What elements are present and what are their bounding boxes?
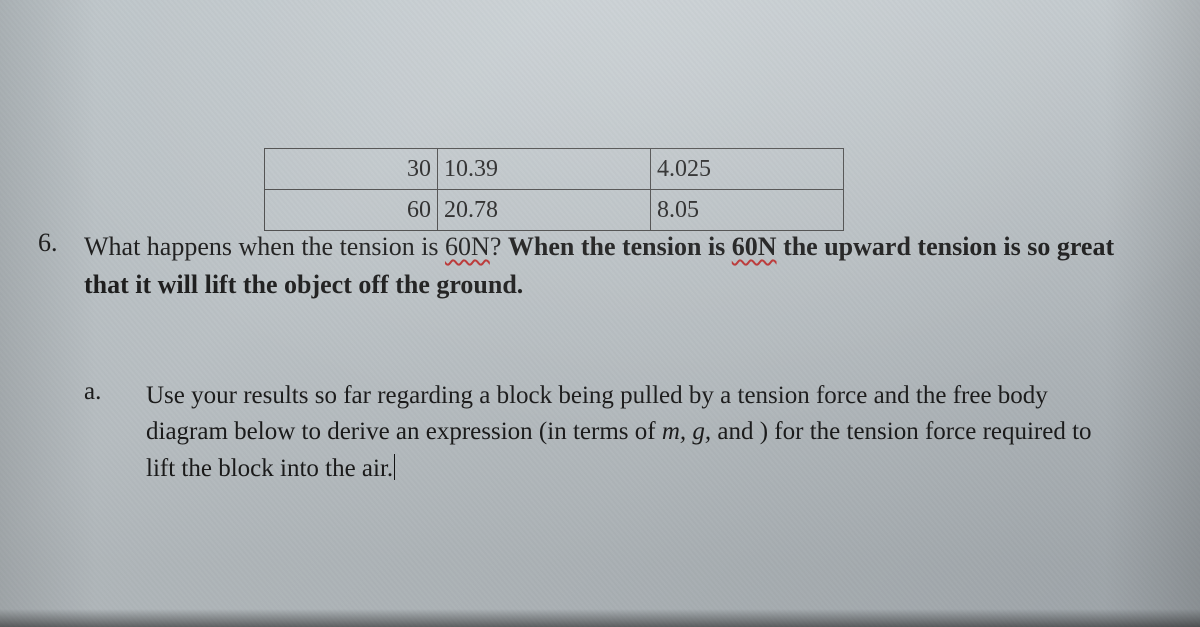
question-6: 6. What happens when the tension is 60N?… (38, 228, 1168, 303)
cell-r2-c2: 20.78 (438, 190, 651, 231)
q6-lead: What happens when the tension is (84, 232, 445, 261)
cell-r2-c1: 60 (265, 190, 438, 231)
subquestion-letter: a. (84, 378, 140, 406)
screen-glare (0, 0, 1200, 627)
spellcheck-squiggle: 60N (445, 232, 490, 261)
question-6a: a. Use your results so far regarding a b… (84, 378, 1148, 487)
q6-bold-before: When the tension is (508, 232, 732, 261)
table-row: 60 20.78 8.05 (265, 190, 844, 231)
cell-r1-c3: 4.025 (651, 149, 844, 190)
question-number: 6. (38, 228, 78, 258)
qa-vars: m, g, (662, 418, 711, 445)
cell-r1-c2: 10.39 (438, 149, 651, 190)
question-6-body: What happens when the tension is 60N? Wh… (84, 228, 1164, 303)
question-6a-body: Use your results so far regarding a bloc… (146, 378, 1126, 487)
spellcheck-squiggle: 60N (732, 232, 777, 261)
text-cursor (394, 454, 395, 480)
q6-after1: ? (490, 232, 508, 261)
cell-r1-c1: 30 (265, 149, 438, 190)
data-table: 30 10.39 4.025 60 20.78 8.05 (264, 148, 844, 231)
worksheet-page: 30 10.39 4.025 60 20.78 8.05 6. What hap… (0, 0, 1200, 627)
table-row: 30 10.39 4.025 (265, 149, 844, 190)
screen-bottom-edge (0, 609, 1200, 627)
cell-r2-c3: 8.05 (651, 190, 844, 231)
